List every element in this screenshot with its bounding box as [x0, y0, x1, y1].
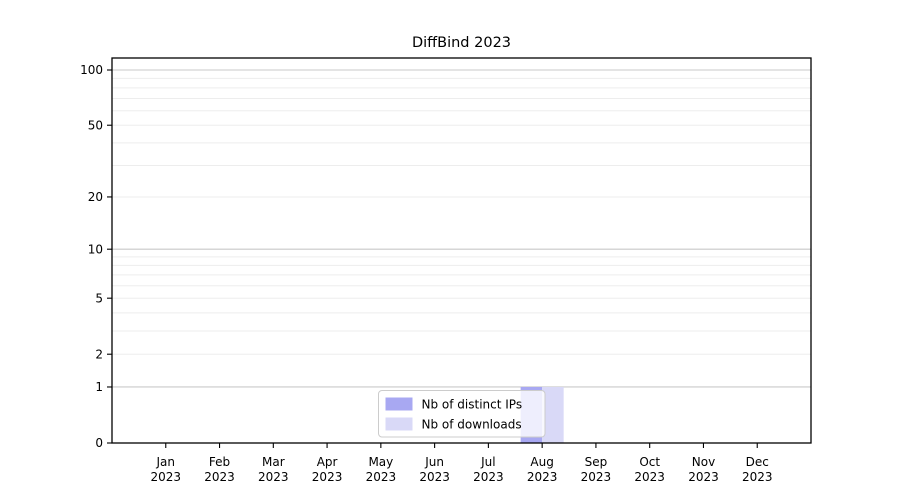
x-tick-label: Jan 2023 — [150, 455, 181, 484]
y-tick-label: 50 — [88, 118, 103, 132]
x-tick-label: Mar 2023 — [258, 455, 289, 484]
legend-box — [378, 390, 546, 438]
x-tick-label: Aug 2023 — [527, 455, 558, 484]
axes-frame — [111, 57, 812, 444]
plot-area — [112, 58, 811, 443]
legend-label-distinct-ips: Nb of distinct IPs — [422, 398, 523, 412]
y-tick-label: 10 — [88, 242, 103, 256]
x-tick-label: Dec 2023 — [742, 455, 773, 484]
x-tick-label: Jul 2023 — [473, 455, 504, 484]
x-tick-label: Jun 2023 — [419, 455, 450, 484]
y-tick-label: 2 — [95, 347, 103, 361]
y-tick-label: 100 — [80, 63, 103, 77]
y-tick-label: 0 — [95, 436, 103, 450]
x-tick-label: Sep 2023 — [581, 455, 612, 484]
y-tick-label: 5 — [95, 291, 103, 305]
chart-title: DiffBind 2023 — [411, 35, 512, 51]
legend-label-downloads: Nb of downloads — [422, 418, 522, 432]
x-tick-label: Feb 2023 — [204, 455, 235, 484]
legend-swatch-downloads — [385, 417, 413, 431]
legend-swatch-distinct-ips — [385, 397, 413, 411]
x-tick-label: Apr 2023 — [312, 455, 343, 484]
bar-downloads — [542, 386, 564, 443]
y-tick-label: 20 — [88, 190, 103, 204]
y-tick-label: 1 — [95, 380, 103, 394]
x-tick-label: May 2023 — [366, 455, 397, 484]
x-tick-label: Nov 2023 — [688, 455, 719, 484]
x-tick-label: Oct 2023 — [634, 455, 665, 484]
